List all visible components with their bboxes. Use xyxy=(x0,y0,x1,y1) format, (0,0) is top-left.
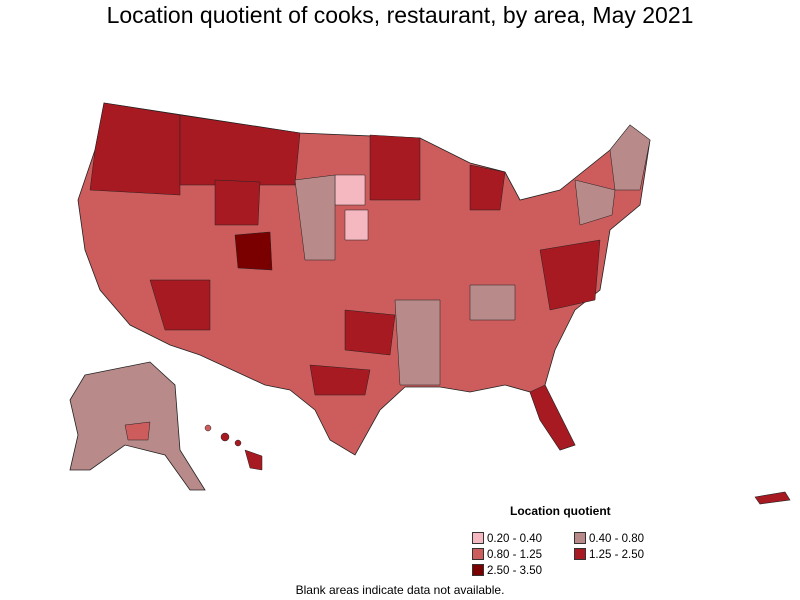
legend-item-0.20-0.40: 0.20 - 0.40 xyxy=(472,532,542,545)
legend-swatch xyxy=(574,548,586,560)
legend-label: 0.80 - 1.25 xyxy=(487,549,542,561)
footnote: Blank areas indicate data not available. xyxy=(295,583,505,597)
legend-title: Location quotient xyxy=(510,504,611,518)
puerto-rico xyxy=(754,491,791,505)
region-north-dakota-low xyxy=(334,174,366,206)
region-minnesota xyxy=(369,134,421,201)
region-montana xyxy=(179,114,301,186)
legend-swatch xyxy=(472,548,484,560)
map-title: Location quotient of cooks, restaurant, … xyxy=(106,2,694,28)
legend-label: 0.20 - 0.40 xyxy=(487,533,542,545)
region-mississippi-valley xyxy=(394,299,441,386)
legend-label: 1.25 - 2.50 xyxy=(589,549,644,561)
legend-swatch xyxy=(574,532,586,544)
legend-swatch xyxy=(472,564,484,576)
region-great-plains xyxy=(294,174,336,261)
region-texas-central xyxy=(309,364,371,396)
region-wyoming xyxy=(214,179,261,226)
region-michigan xyxy=(469,164,506,211)
region-oklahoma-arkansas xyxy=(344,309,396,356)
alaska-south-region xyxy=(124,421,151,441)
legend-item-2.50-3.50: 2.50 - 3.50 xyxy=(472,564,542,577)
region-pacific-northwest xyxy=(89,102,181,196)
region-florida xyxy=(529,384,576,451)
region-south-dakota-low xyxy=(344,209,369,241)
region-southwest xyxy=(149,279,211,331)
legend-label: 2.50 - 3.50 xyxy=(487,565,542,577)
legend-item-1.25-2.50: 1.25 - 2.50 xyxy=(574,548,644,561)
hawaii xyxy=(204,424,263,471)
legend-swatch xyxy=(472,532,484,544)
region-appalachia xyxy=(469,284,516,321)
region-east-coast xyxy=(539,239,601,311)
legend-item-0.80-1.25: 0.80 - 1.25 xyxy=(472,548,542,561)
region-maine xyxy=(609,124,651,191)
legend-item-0.40-0.80: 0.40 - 0.80 xyxy=(574,532,644,545)
region-colorado-peak xyxy=(234,231,273,271)
legend-label: 0.40 - 0.80 xyxy=(589,533,644,545)
region-new-england xyxy=(574,179,616,226)
